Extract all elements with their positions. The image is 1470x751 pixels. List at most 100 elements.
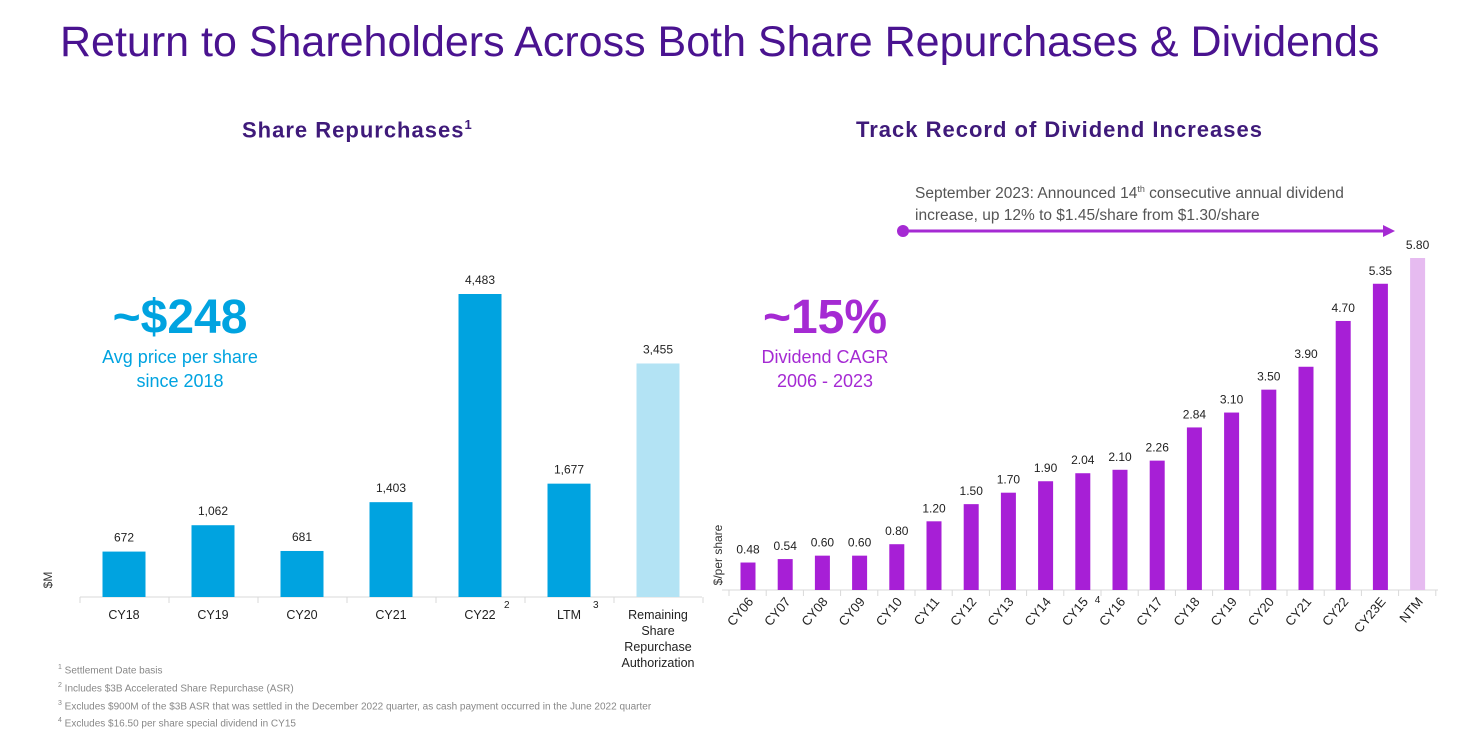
data-label: 1,403	[376, 481, 406, 495]
x-tick-label: CY20	[286, 608, 317, 622]
data-label: 5.80	[1406, 238, 1430, 252]
annotation-text: increase, up 12% to $1.45/share from $1.…	[915, 207, 1260, 225]
footnote-text: Excludes $900M of the $3B ASR that was s…	[61, 700, 652, 712]
footnote-number: 2	[58, 681, 62, 689]
data-label: 2.04	[1071, 453, 1095, 467]
kpi-label: Dividend CAGR	[761, 347, 889, 367]
kpi-label: 2006 - 2023	[776, 371, 874, 391]
footnote-ref: 2	[504, 600, 510, 611]
bar-cy21	[369, 502, 413, 597]
data-label: 4.70	[1332, 301, 1356, 315]
heading-text: Share Repurchases	[242, 117, 465, 143]
bar-ntm	[1410, 258, 1426, 590]
bar-cy17	[1149, 460, 1165, 590]
data-label: 1,677	[554, 463, 584, 477]
bar-cy22	[1335, 320, 1351, 590]
y-axis-label: $M	[41, 572, 55, 589]
bar-cy22	[458, 294, 502, 597]
footnote-number: 1	[58, 664, 62, 671]
data-label: 2.10	[1108, 450, 1132, 464]
bar-cy20	[1261, 389, 1277, 590]
data-label: 0.60	[848, 536, 872, 550]
x-tick-label: CY16	[1096, 594, 1128, 629]
data-label: 0.48	[736, 543, 760, 557]
footnote-text: Settlement Date basis	[61, 665, 163, 677]
data-label: 681	[292, 530, 312, 544]
data-label: 2.84	[1183, 407, 1207, 421]
data-label: 1.20	[922, 501, 946, 515]
bar-ltm	[547, 483, 591, 597]
data-label: 0.80	[885, 524, 909, 538]
bar-cy15	[1075, 473, 1091, 590]
share-repurchases-heading: Share Repurchases1	[242, 117, 473, 143]
annotation-text: September 2023: Announced 14	[915, 185, 1138, 203]
bar-cy18	[1186, 427, 1202, 590]
x-tick-label: Share	[641, 624, 674, 638]
bar-cy12	[963, 504, 979, 590]
x-tick-label: Repurchase	[624, 640, 691, 654]
bar-cy11	[926, 521, 942, 590]
x-tick-label: CY22	[1319, 594, 1351, 629]
x-tick-label: CY12	[947, 594, 979, 629]
kpi-value: ~15%	[762, 291, 888, 344]
data-label: 4,483	[465, 273, 495, 287]
data-label: 1,062	[198, 504, 228, 518]
data-label: 0.60	[811, 536, 835, 550]
x-tick-label: CY23E	[1351, 594, 1389, 635]
footnotes: 1 Settlement Date basis 2 Includes $3B Ac…	[58, 661, 651, 732]
bar-cy20	[280, 550, 324, 597]
footnote-ref: 3	[593, 600, 599, 611]
x-tick-label: CY15	[1059, 594, 1091, 629]
x-tick-label: LTM	[557, 608, 581, 622]
x-tick-label: CY06	[724, 594, 756, 629]
bar-cy06	[740, 562, 756, 590]
kpi-label: Avg price per share	[102, 347, 258, 367]
x-tick-label: CY18	[108, 608, 139, 622]
annotation-sup: th	[1137, 184, 1145, 194]
bar-cy23e	[1372, 283, 1388, 590]
x-tick-label: CY22	[464, 608, 495, 622]
bar-remaining-share-repurchase-authorization	[636, 363, 680, 597]
footnote-ref: 1	[464, 117, 473, 132]
data-label: 5.35	[1369, 264, 1393, 278]
bar-cy07	[777, 559, 793, 590]
avg-price-kpi: ~$248 Avg price per share since 2018	[60, 290, 300, 393]
footnote: 3 Excludes $900M of the $3B ASR that was…	[58, 697, 651, 715]
data-label: 1.70	[997, 473, 1021, 487]
x-tick-label: CY21	[1282, 594, 1314, 629]
bar-cy10	[889, 544, 905, 590]
data-label: 3.90	[1294, 347, 1318, 361]
x-tick-label: CY08	[798, 594, 830, 629]
x-tick-label: CY21	[375, 608, 406, 622]
x-tick-label: Remaining	[628, 608, 688, 622]
data-label: 1.90	[1034, 461, 1058, 475]
data-label: 2.26	[1146, 441, 1170, 455]
footnote: 1 Settlement Date basis	[58, 661, 651, 679]
x-tick-label: CY14	[1021, 594, 1053, 629]
bar-cy14	[1038, 481, 1054, 590]
bar-cy19	[191, 525, 235, 597]
footnote-text: Includes $3B Accelerated Share Repurchas…	[61, 683, 294, 695]
data-label: 3,455	[643, 342, 673, 356]
data-label: 3.10	[1220, 393, 1244, 407]
footnote-ref: 4	[1095, 595, 1101, 606]
x-tick-label: CY10	[873, 594, 905, 629]
data-label: 0.54	[774, 539, 798, 553]
data-label: 672	[114, 531, 134, 545]
footnote: 2 Includes $3B Accelerated Share Repurch…	[58, 679, 651, 697]
annotation-arrow	[897, 225, 1395, 237]
x-tick-label: CY19	[197, 608, 228, 622]
footnote: 4 Excludes $16.50 per share special divi…	[58, 714, 651, 732]
kpi-label: since 2018	[136, 371, 224, 391]
data-label: 1.50	[960, 484, 984, 498]
bar-cy16	[1112, 469, 1128, 590]
footnote-number: 4	[58, 717, 62, 725]
footnote-text: Excludes $16.50 per share special divide…	[61, 718, 296, 730]
bar-cy19	[1224, 412, 1240, 590]
footnote-number: 3	[58, 699, 62, 707]
x-tick-label: NTM	[1396, 594, 1426, 625]
data-label: 3.50	[1257, 370, 1281, 384]
x-tick-label: CY20	[1245, 594, 1277, 629]
page-title: Return to Shareholders Across Both Share…	[60, 18, 1380, 66]
